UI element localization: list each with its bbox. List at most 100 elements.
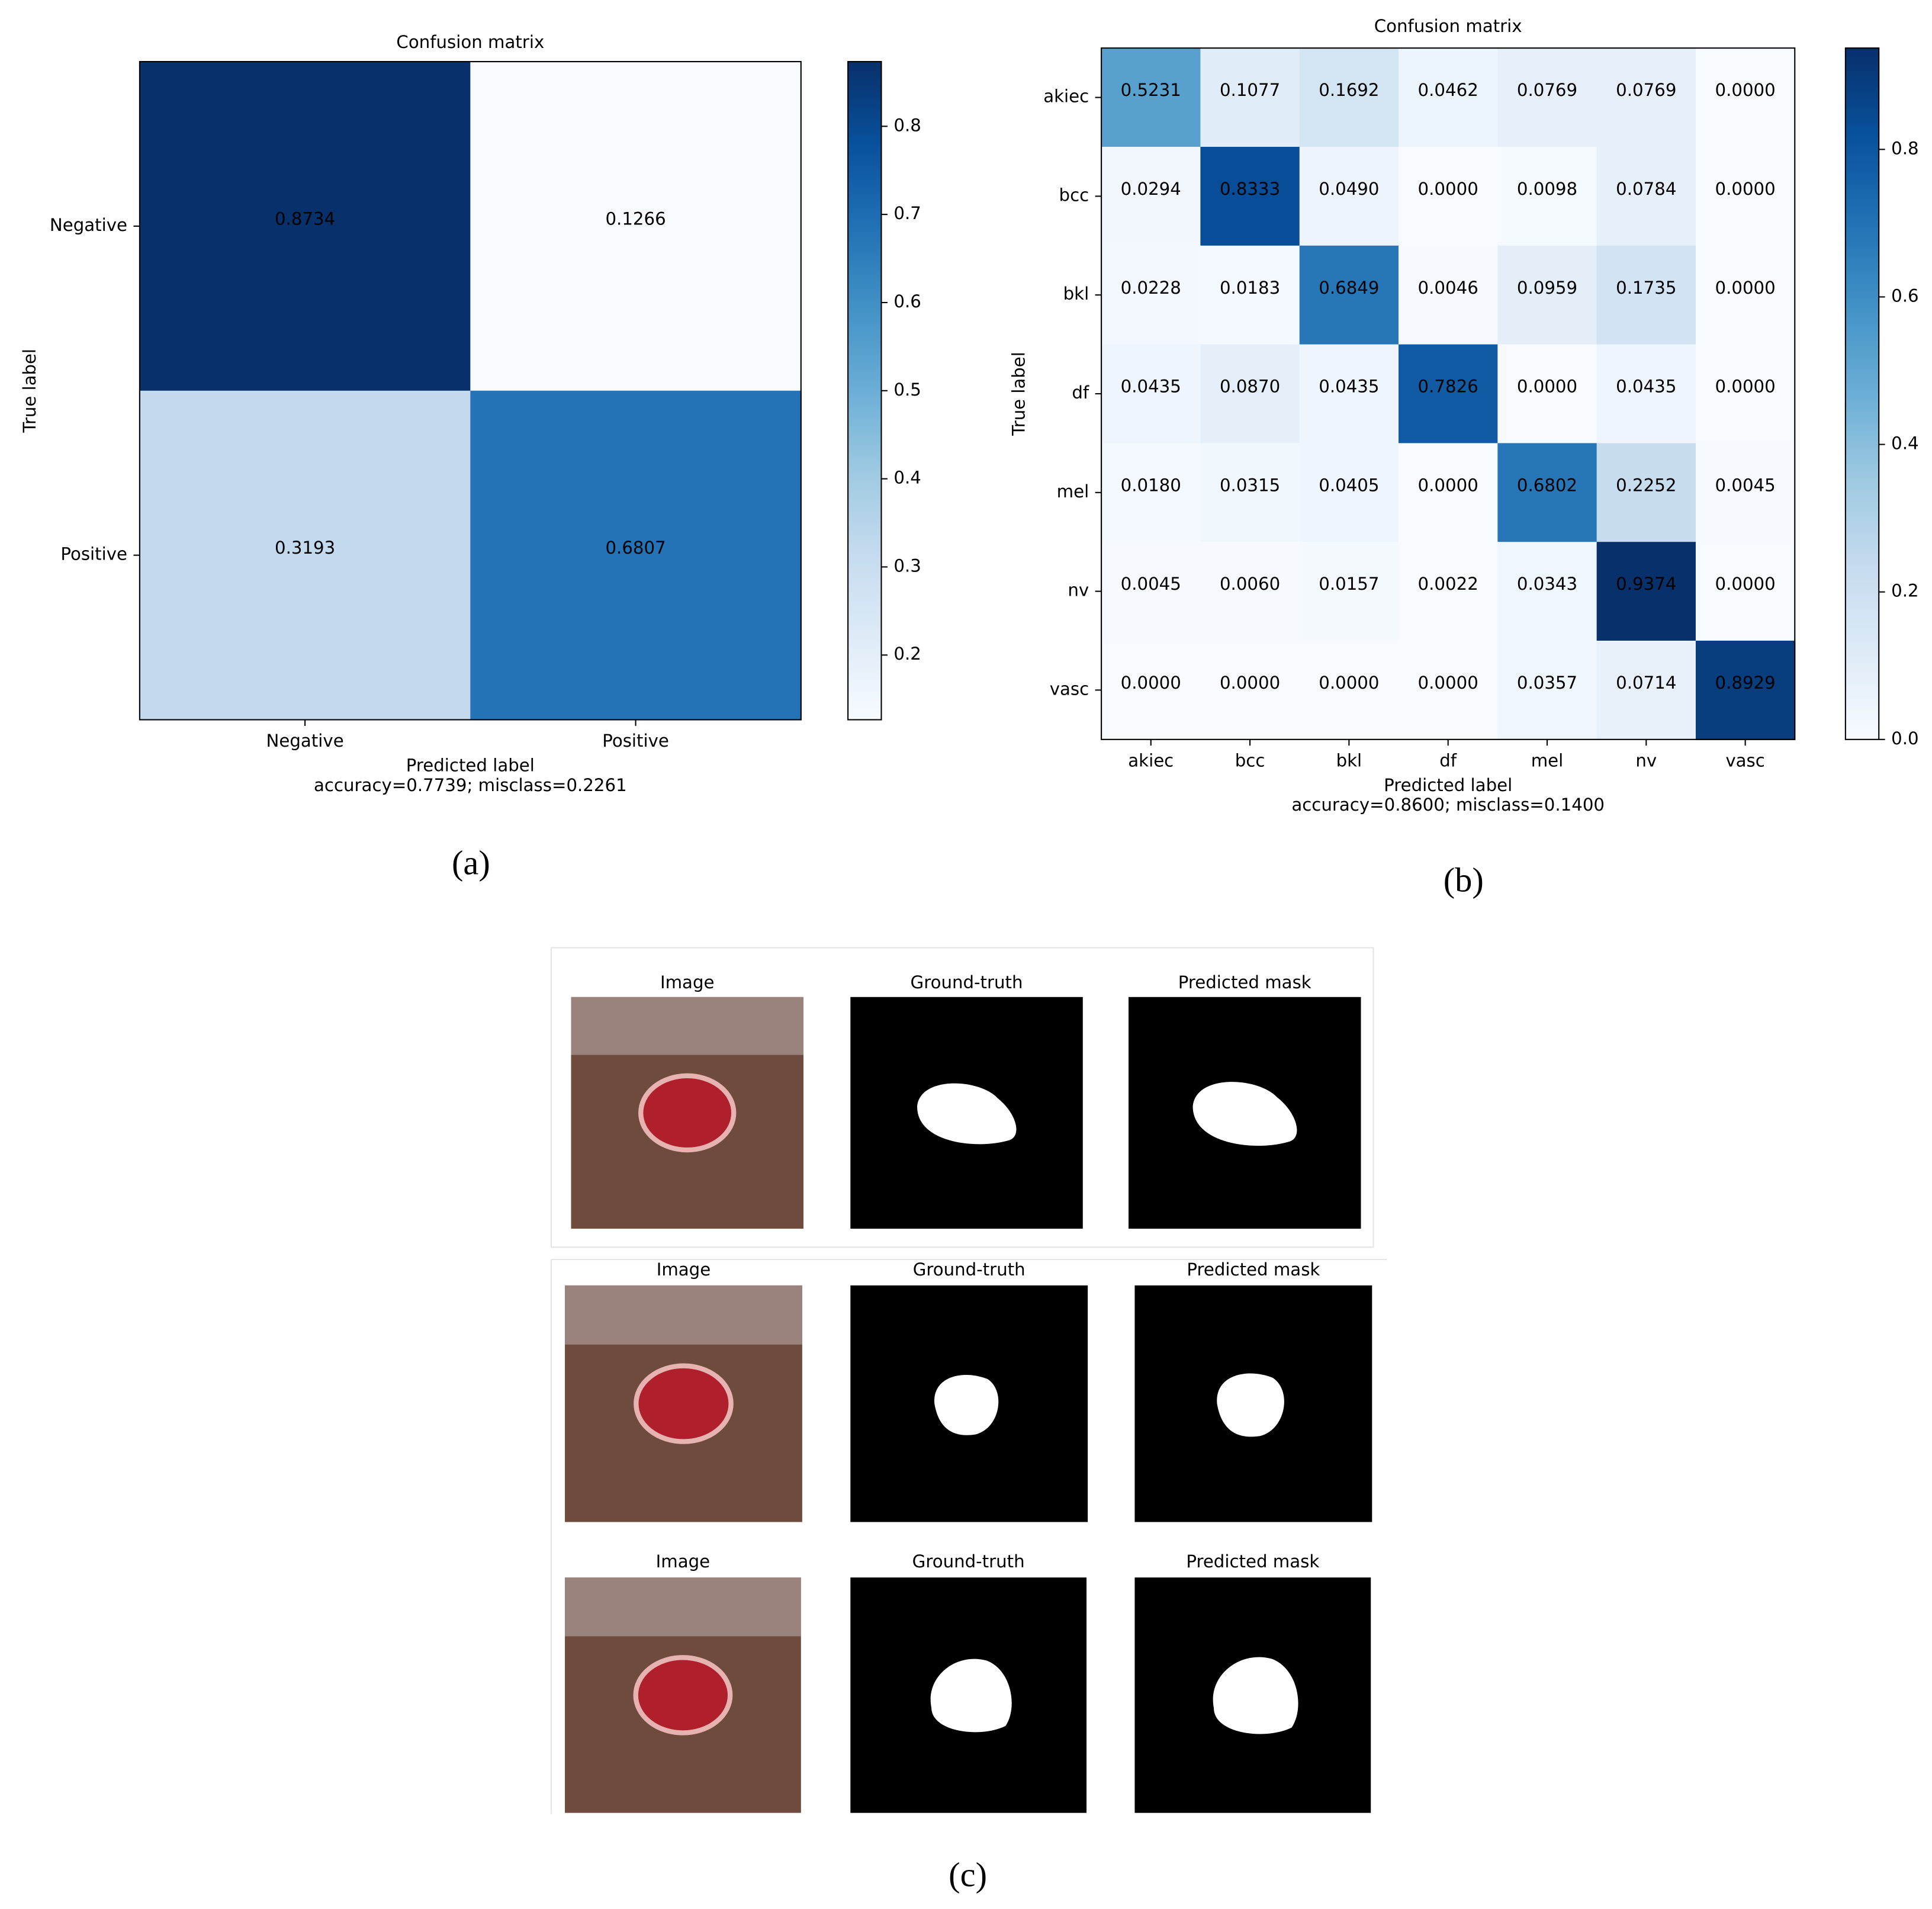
subtitle: accuracy=0.7739; misclass=0.2261: [314, 775, 627, 795]
cell-label: 0.0294: [1121, 179, 1181, 199]
cell-label: 0.0000: [1715, 574, 1775, 594]
photo-highlight: [571, 997, 803, 1055]
cell-label: 0.0183: [1220, 278, 1280, 298]
x-tick-label: akiec: [1128, 750, 1174, 770]
heatmap-cell: [1200, 146, 1300, 246]
heatmap-cell: [1299, 344, 1400, 444]
x-tick-label: nv: [1635, 750, 1657, 770]
mask-region: [1217, 1373, 1284, 1437]
image-title: Ground-truth: [913, 1259, 1026, 1280]
heatmap-cell: [1695, 344, 1796, 444]
heatmap-cell: [1695, 443, 1796, 543]
cell-label: 0.0000: [1715, 80, 1775, 100]
image-title: Ground-truth: [912, 1551, 1025, 1571]
x-axis-label: Predicted label: [406, 756, 535, 776]
cell-label: 0.0462: [1418, 80, 1478, 100]
cell-label: 0.8929: [1715, 673, 1775, 693]
y-tick-label: df: [1072, 383, 1089, 403]
cell-label: 0.3193: [275, 538, 335, 558]
wound: [634, 1363, 734, 1444]
chart-title: Confusion matrix: [1374, 16, 1522, 36]
colorbar-tick-label: 0.2: [1891, 581, 1918, 601]
heatmap-cell: [1497, 641, 1597, 740]
cell-label: 0.9374: [1616, 574, 1676, 594]
x-tick-label: Positive: [602, 731, 669, 751]
heatmap-cell: [1497, 48, 1597, 148]
cell-label: 0.0959: [1517, 278, 1577, 298]
heatmap-cell: [1399, 641, 1499, 740]
cell-label: 0.1077: [1220, 80, 1280, 100]
heatmap-cell: [470, 62, 802, 391]
cell-label: 0.0180: [1121, 475, 1181, 495]
row-frame: [551, 947, 1374, 1248]
heatmap-cell: [1101, 542, 1201, 642]
heatmap-cell: [1101, 146, 1201, 246]
mask-region: [917, 1083, 1017, 1145]
heatmap-cell: [1200, 48, 1300, 148]
heatmap-cell: [1399, 146, 1499, 246]
wound: [633, 1655, 733, 1736]
cell-label: 0.0157: [1319, 574, 1379, 594]
cell-label: 0.0000: [1418, 179, 1478, 199]
heatmap-cell: [1399, 443, 1499, 543]
cell-label: 0.0000: [1121, 673, 1181, 693]
cell-label: 0.0046: [1418, 278, 1478, 298]
heatmap-cell: [1596, 542, 1697, 642]
mask-region: [1192, 1082, 1297, 1146]
heatmap-cell: [1299, 245, 1400, 345]
heatmap-cell: [1200, 443, 1300, 543]
heatmap-cell: [1497, 542, 1597, 642]
colorbar-tick-label: 0.3: [893, 555, 921, 576]
cell-label: 0.0000: [1418, 673, 1478, 693]
heatmap-cell: [1399, 48, 1499, 148]
colorbar-tick-label: 0.5: [893, 380, 921, 400]
y-tick-label: bkl: [1063, 284, 1089, 304]
y-axis-label: True label: [20, 349, 40, 433]
heatmap-cell: [1101, 443, 1201, 543]
heatmap-cell: [1596, 443, 1697, 543]
heatmap-cell: [1497, 146, 1597, 246]
cell-label: 0.0490: [1319, 179, 1379, 199]
colorbar-tick-label: 0.8: [1891, 138, 1918, 158]
cell-label: 0.0228: [1121, 278, 1181, 298]
x-tick-label: bcc: [1235, 750, 1265, 770]
cell-label: 0.0098: [1517, 179, 1577, 199]
heatmap-cell: [1200, 245, 1300, 345]
colorbar-tick-label: 0.6: [893, 291, 921, 311]
colorbar-tick-label: 0.6: [1891, 285, 1918, 306]
panel-label: (a): [452, 844, 490, 882]
cell-label: 0.7826: [1418, 377, 1478, 397]
heatmap-cell: [1399, 344, 1499, 444]
cell-label: 0.0060: [1220, 574, 1280, 594]
heatmap-cell: [1596, 344, 1697, 444]
x-axis-label: Predicted label: [1384, 775, 1512, 795]
mask-region: [934, 1374, 999, 1435]
cell-label: 0.0870: [1220, 377, 1280, 397]
heatmap-cell: [1695, 641, 1796, 740]
y-tick-label: vasc: [1050, 679, 1089, 699]
cell-label: 0.0769: [1517, 80, 1577, 100]
image-title: Predicted mask: [1178, 972, 1311, 992]
y-tick-label: Positive: [60, 544, 127, 564]
heatmap-cell: [1299, 542, 1400, 642]
heatmap-cell: [1200, 641, 1300, 740]
cell-label: 0.6807: [605, 538, 666, 558]
cell-label: 0.0343: [1517, 574, 1577, 594]
photo-highlight: [565, 1285, 802, 1345]
cell-label: 0.0045: [1121, 574, 1181, 594]
heatmap-cell: [1695, 48, 1796, 148]
image-title: Predicted mask: [1187, 1259, 1320, 1280]
heatmap-cell: [470, 390, 802, 721]
y-tick-label: bcc: [1059, 185, 1089, 205]
colorbar-tick-label: 0.8: [893, 115, 921, 135]
photo-highlight: [565, 1577, 801, 1637]
heatmap-cell: [139, 62, 471, 391]
heatmap-cell: [1101, 641, 1201, 740]
cell-label: 0.0357: [1517, 673, 1577, 693]
cell-label: 0.0435: [1616, 377, 1676, 397]
cell-label: 0.0405: [1319, 475, 1379, 495]
y-tick-label: akiec: [1043, 86, 1089, 107]
cell-label: 0.0784: [1616, 179, 1676, 199]
mask-region: [1213, 1657, 1298, 1734]
cell-label: 0.2252: [1616, 475, 1676, 495]
